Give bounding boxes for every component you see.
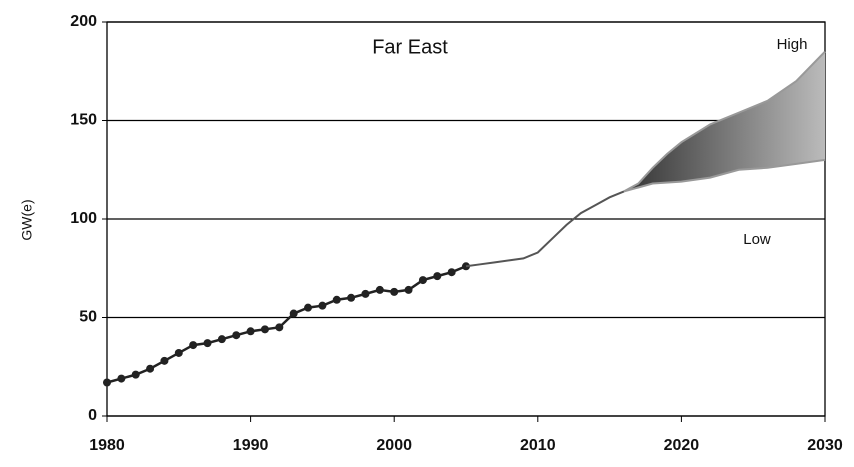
series-line bbox=[106, 265, 467, 384]
point bbox=[418, 276, 427, 285]
series-line bbox=[623, 158, 826, 193]
high-label: High bbox=[777, 36, 808, 53]
plot-frame bbox=[106, 21, 826, 417]
point bbox=[304, 303, 313, 312]
y-tick-label: 100 bbox=[70, 210, 97, 227]
point bbox=[447, 268, 456, 277]
point bbox=[232, 331, 241, 340]
point bbox=[260, 325, 269, 334]
y-tick-label: 150 bbox=[70, 112, 97, 129]
point bbox=[332, 295, 341, 304]
y-axis-label: GW(e) bbox=[19, 199, 35, 240]
x-tick-label: 2030 bbox=[807, 437, 843, 454]
point bbox=[174, 348, 183, 357]
point bbox=[275, 323, 284, 332]
point bbox=[390, 287, 399, 296]
point bbox=[146, 364, 155, 373]
point bbox=[103, 378, 111, 387]
x-tick-label: 2010 bbox=[520, 437, 556, 454]
point bbox=[217, 335, 226, 344]
point bbox=[375, 285, 384, 294]
point bbox=[246, 327, 255, 336]
x-tick-label: 1990 bbox=[233, 437, 269, 454]
point bbox=[318, 301, 327, 310]
point bbox=[347, 293, 356, 302]
series-line bbox=[623, 50, 826, 193]
point bbox=[131, 370, 140, 379]
point bbox=[117, 374, 126, 383]
x-tick-label: 1980 bbox=[89, 437, 125, 454]
x-tick-label: 2000 bbox=[376, 437, 412, 454]
y-tick-label: 50 bbox=[79, 309, 97, 326]
point bbox=[433, 272, 442, 281]
point bbox=[189, 341, 198, 350]
range-band bbox=[623, 51, 825, 192]
point bbox=[404, 285, 413, 294]
point bbox=[289, 309, 298, 318]
point bbox=[203, 339, 212, 348]
point bbox=[361, 289, 370, 298]
x-tick-label: 2020 bbox=[664, 437, 700, 454]
low-label: Low bbox=[743, 231, 771, 248]
point bbox=[160, 356, 169, 365]
series-line bbox=[465, 190, 625, 268]
y-tick-label: 0 bbox=[88, 407, 97, 424]
y-tick-label: 200 bbox=[70, 13, 97, 30]
chart-title: Far East bbox=[372, 36, 448, 58]
